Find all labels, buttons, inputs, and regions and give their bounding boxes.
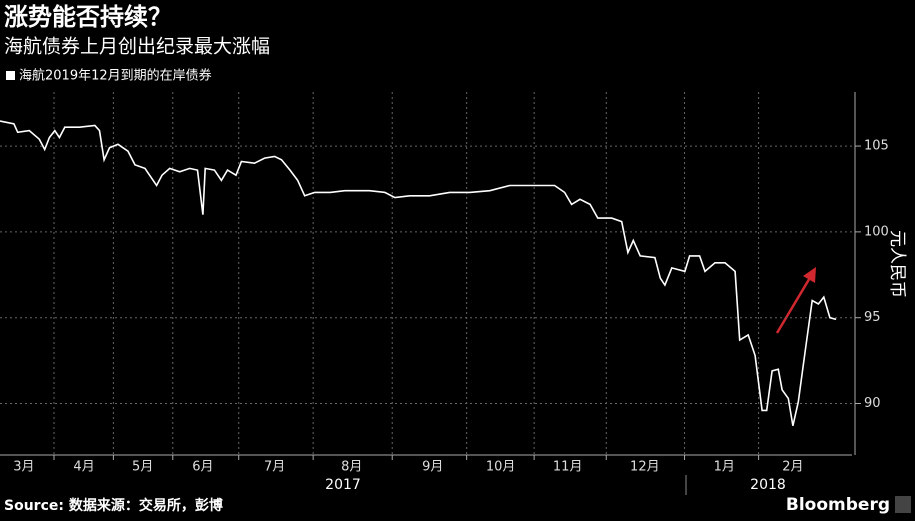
y-axis-label: 元人民币 [887,230,907,298]
legend-label: 海航2019年12月到期的在岸债券 [19,68,212,84]
x-tick-label: 7月 [264,460,285,475]
y-tick-label: 100 [864,224,889,239]
chart-title: 涨势能否持续？ [4,3,172,31]
x-tick-label: 9月 [422,460,443,475]
x-tick-label: 12月 [630,460,660,475]
brand: Bloomberg [786,495,890,515]
x-tick-label: 1月 [714,460,735,475]
chart-subtitle: 海航债券上月创出纪录最大涨幅 [4,36,270,58]
y-tick-label: 105 [864,139,889,154]
x-tick-label: 2月 [782,460,803,475]
brand-icon [895,496,911,513]
year-label: 2017 [325,477,361,493]
x-tick-label: 4月 [73,460,94,475]
y-tick-label: 90 [864,396,881,411]
x-tick-label: 10月 [486,460,516,475]
y-tick-label: 95 [864,310,881,325]
legend-swatch [6,71,15,80]
x-tick-label: 5月 [132,460,153,475]
x-tick-label: 3月 [13,460,34,475]
x-tick-label: 8月 [341,460,362,475]
source: Source: 数据来源：交易所，彭博 [4,497,223,514]
series-line [0,120,837,426]
year-label: 2018 [750,477,786,493]
x-tick-label: 11月 [553,460,583,475]
x-tick-label: 6月 [192,460,213,475]
annotation-arrow [775,267,816,334]
